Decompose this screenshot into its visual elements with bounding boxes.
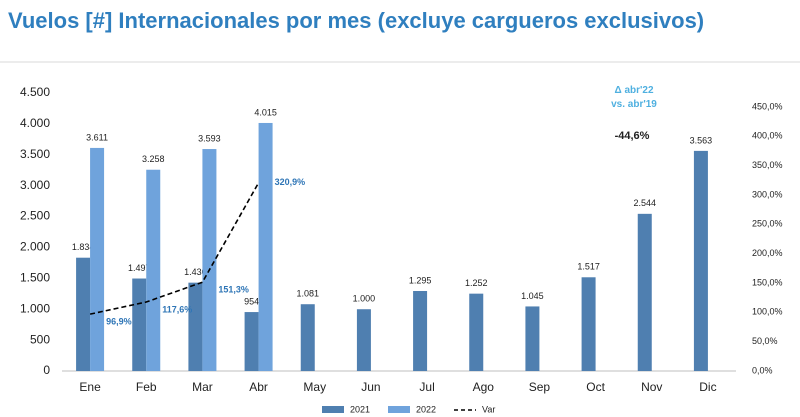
data-label: 3.258 (142, 154, 165, 164)
x-tick-label: Mar (192, 380, 213, 394)
legend-label: Var (482, 404, 495, 414)
data-label: 1.517 (577, 262, 600, 272)
data-label: 2.544 (633, 198, 656, 208)
data-label: 4.015 (254, 107, 277, 117)
line-label: 151,3% (218, 285, 249, 295)
bar (413, 290, 428, 371)
data-label: 1.252 (465, 278, 488, 288)
y2-tick-label: 0,0% (752, 365, 773, 375)
data-label: 954 (244, 296, 259, 306)
y-tick-label: 4.500 (20, 85, 50, 99)
data-label: 1.000 (353, 294, 376, 304)
x-tick-label: Oct (586, 380, 605, 394)
line-label: 320,9% (275, 177, 306, 187)
y2-tick-label: 200,0% (752, 248, 783, 258)
x-tick-label: Ago (473, 380, 495, 394)
bar (90, 147, 105, 371)
data-label: 3.593 (198, 133, 221, 143)
y-tick-label: 1.500 (20, 271, 50, 285)
y2-tick-label: 300,0% (752, 189, 783, 199)
bar (202, 149, 217, 371)
y-tick-label: 500 (30, 332, 50, 346)
data-label: 1.834 (72, 242, 95, 252)
y-tick-label: 3.500 (20, 147, 50, 161)
bar (146, 169, 161, 371)
y2-tick-label: 100,0% (752, 307, 783, 317)
bar (637, 213, 652, 371)
data-label: 3.563 (690, 135, 713, 145)
x-tick-label: Sep (529, 380, 551, 394)
x-tick-label: Nov (641, 380, 662, 394)
line-label: 117,6% (162, 304, 192, 314)
data-label: 1.430 (184, 267, 207, 277)
bar (581, 277, 596, 371)
bar (188, 282, 203, 371)
data-label: 1.081 (296, 289, 319, 299)
bar (693, 150, 708, 371)
y-tick-label: 4.000 (20, 116, 50, 130)
bar (244, 312, 259, 371)
y2-tick-label: 250,0% (752, 219, 783, 229)
bar (525, 306, 540, 371)
line (89, 182, 260, 315)
bar (76, 257, 91, 371)
x-tick-label: May (303, 380, 326, 394)
x-tick-label: Jun (361, 380, 380, 394)
legend-label: 2021 (350, 404, 370, 414)
x-tick-label: Abr (249, 380, 268, 394)
bar (469, 293, 484, 371)
bar (132, 278, 147, 371)
y-tick-label: 2.500 (20, 209, 50, 223)
y-tick-label: 1.000 (20, 301, 50, 315)
chart-title: Vuelos [#] Internacionales por mes (excl… (8, 8, 704, 33)
x-tick-label: Dic (699, 380, 716, 394)
legend-swatch (388, 406, 410, 413)
data-label: 1.497 (128, 263, 151, 273)
y2-tick-label: 450,0% (752, 101, 783, 111)
y2-tick-label: 400,0% (752, 131, 783, 141)
annotation: -44,6% (615, 130, 650, 142)
y-tick-label: 3.000 (20, 178, 50, 192)
y2-tick-label: 150,0% (752, 277, 783, 287)
x-tick-label: Jul (419, 380, 434, 394)
bar (300, 304, 315, 371)
x-tick-label: Feb (136, 380, 157, 394)
legend-swatch (322, 406, 344, 413)
y-tick-label: 2.000 (20, 240, 50, 254)
y2-tick-label: 350,0% (752, 160, 783, 170)
data-label: 1.045 (521, 291, 544, 301)
data-label: 1.295 (409, 275, 432, 285)
legend-label: 2022 (416, 404, 436, 414)
bar (356, 309, 371, 371)
bar (258, 122, 273, 371)
annotation: Δ abr'22 vs. abr'19 (611, 85, 657, 110)
y2-tick-label: 50,0% (752, 336, 778, 346)
x-tick-label: Ene (79, 380, 101, 394)
y-tick-label: 0 (43, 363, 50, 377)
data-label: 3.611 (86, 132, 108, 142)
line-label: 96,9% (106, 317, 132, 327)
